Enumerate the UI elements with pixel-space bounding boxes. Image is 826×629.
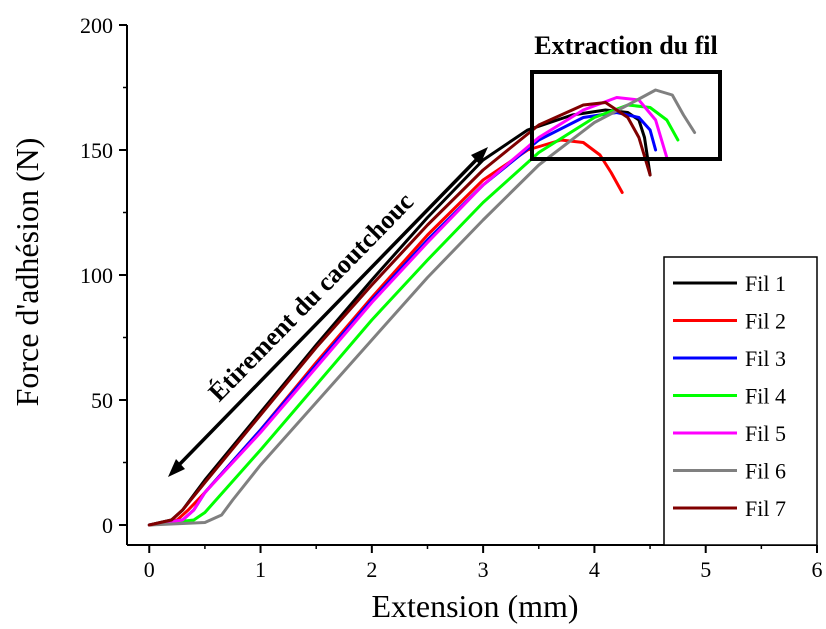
series-line-5 xyxy=(147,96,669,527)
x-tick-label: 0 xyxy=(144,557,155,582)
series-line-1 xyxy=(147,108,652,527)
legend-label: Fil 3 xyxy=(745,346,786,371)
y-tick-label: 100 xyxy=(80,263,113,288)
legend-box xyxy=(663,256,818,546)
series-lines xyxy=(147,88,697,527)
y-axis-title: Force d'adhésion (N) xyxy=(9,138,45,407)
x-axis-title: Extension (mm) xyxy=(371,588,578,624)
legend-label: Fil 2 xyxy=(745,309,786,334)
series-line-3 xyxy=(147,111,658,527)
x-tick-label: 2 xyxy=(366,557,377,582)
y-tick-label: 50 xyxy=(91,388,113,413)
series-line-4 xyxy=(147,103,680,527)
series-line-7 xyxy=(147,101,652,527)
legend-label: Fil 1 xyxy=(745,271,786,296)
series-line-2 xyxy=(147,138,624,527)
series-line-6 xyxy=(147,88,697,527)
stretch-arrow xyxy=(168,147,488,477)
extraction-annotation: Extraction du fil xyxy=(534,31,717,60)
legend-label: Fil 7 xyxy=(745,496,786,521)
extraction-highlight-box xyxy=(530,70,722,161)
y-tick-label: 0 xyxy=(102,513,113,538)
axes: 0 1 2 3 4 5 6 0 50 100 150 200 xyxy=(80,13,823,582)
x-tick-label: 1 xyxy=(255,557,266,582)
legend-label: Fil 6 xyxy=(745,459,786,484)
arrowhead-icon xyxy=(471,147,488,165)
y-tick-label: 200 xyxy=(80,13,113,38)
legend-label: Fil 5 xyxy=(745,421,786,446)
x-tick-label: 6 xyxy=(812,557,823,582)
x-tick-label: 5 xyxy=(700,557,711,582)
legend: Fil 1 Fil 2 Fil 3 Fil 4 Fil 5 Fil 6 Fil 7 xyxy=(673,271,786,521)
arrowhead-icon xyxy=(168,459,185,477)
legend-label: Fil 4 xyxy=(745,384,786,409)
y-tick-label: 150 xyxy=(80,138,113,163)
x-tick-label: 3 xyxy=(478,557,489,582)
x-tick-label: 4 xyxy=(589,557,600,582)
